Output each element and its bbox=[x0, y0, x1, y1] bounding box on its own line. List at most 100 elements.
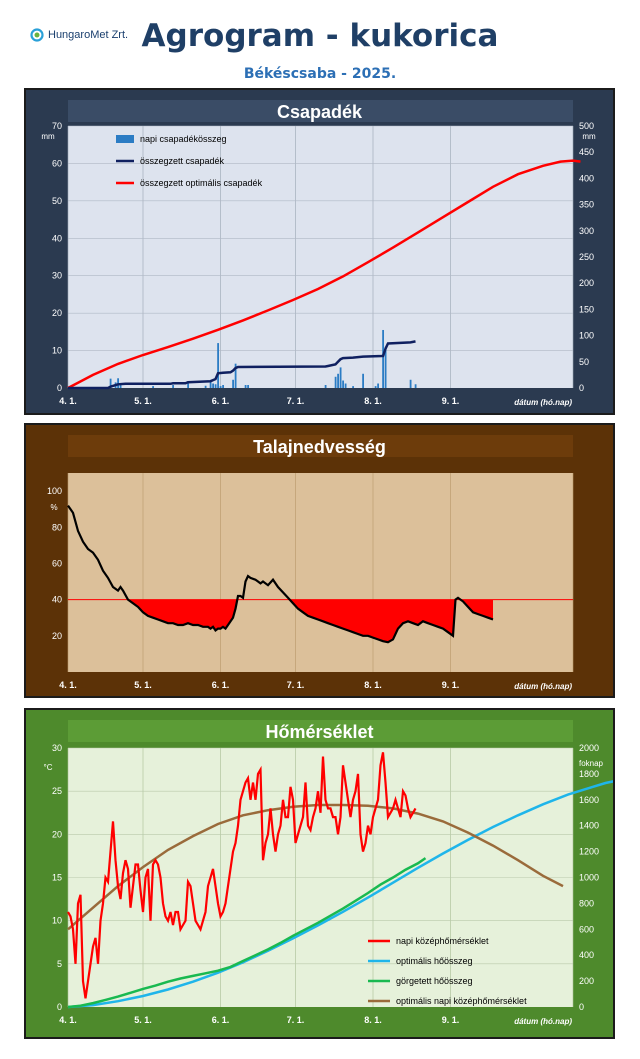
precip-bar bbox=[187, 381, 189, 388]
precip-bar bbox=[324, 385, 327, 388]
x-tick-label: 5. 1. bbox=[134, 680, 152, 690]
precip-bar bbox=[222, 385, 224, 388]
x-tick-label: 4. 1. bbox=[59, 680, 77, 690]
title-bar bbox=[68, 720, 573, 742]
y-tick-label: 10 bbox=[52, 916, 62, 926]
cumulative-precip-line bbox=[68, 340, 416, 390]
y-tick-label: 30 bbox=[52, 271, 62, 281]
y-tick-label: 20 bbox=[52, 631, 62, 641]
y-tick-label: 70 bbox=[52, 121, 62, 131]
soil-moisture-line bbox=[67, 504, 494, 644]
precip-bar bbox=[204, 385, 207, 388]
legend-swatch-bars bbox=[116, 135, 134, 143]
x-axis-label: dátum (hó.nap) bbox=[514, 398, 572, 407]
legend-label: összegzett csapadék bbox=[140, 156, 225, 166]
y2-tick-label: 200 bbox=[579, 278, 594, 288]
y-tick-label: 100 bbox=[47, 486, 62, 496]
y2-tick-label: 300 bbox=[579, 226, 594, 236]
y2-tick-label: 200 bbox=[579, 976, 594, 986]
precip-bar bbox=[234, 363, 237, 388]
y-tick-label: 80 bbox=[52, 522, 62, 532]
y2-tick-label: 0 bbox=[579, 1002, 584, 1012]
x-tick-label: 9. 1. bbox=[442, 396, 460, 406]
x-tick-label: 4. 1. bbox=[59, 396, 77, 406]
x-tick-label: 8. 1. bbox=[364, 1015, 382, 1025]
precip-bar bbox=[217, 343, 219, 388]
y2-axis-label: foknap bbox=[579, 759, 604, 768]
title-bar bbox=[68, 100, 573, 122]
x-tick-label: 7. 1. bbox=[287, 396, 305, 406]
x-tick-label: 8. 1. bbox=[364, 396, 382, 406]
precip-bar bbox=[339, 367, 342, 388]
y-tick-label: 50 bbox=[52, 196, 62, 206]
hungaromet-logo: HungaroMet Zrt. bbox=[30, 28, 128, 42]
precip-bar bbox=[342, 380, 344, 388]
y-tick-label: 0 bbox=[57, 1002, 62, 1012]
precipitation-chart: Csapadék 4. 1. 5. 1. 6. 1. 7. 1. 8. 1. 9. 1. 0 1… bbox=[26, 90, 613, 413]
optimal-daily-mean-temp-line bbox=[67, 803, 564, 931]
legend-label: optimális napi középhőmérséklet bbox=[396, 996, 527, 1006]
x-tick-label: 6. 1. bbox=[212, 396, 230, 406]
soil-moisture-panel: Talajnedvesség 4. 1. 5. 1. 6. 1. 7. 1. 8. 1. 9… bbox=[24, 423, 615, 698]
y2-tick-label: 500 bbox=[579, 121, 594, 131]
y2-tick-label: 1200 bbox=[579, 847, 599, 857]
daily-mean-temp-line bbox=[67, 752, 417, 999]
precip-bar bbox=[374, 386, 377, 388]
plot-area bbox=[68, 126, 573, 388]
y-tick-label: 5 bbox=[57, 959, 62, 969]
precip-bar bbox=[247, 385, 249, 388]
precipitation-panel: Csapadék 4. 1. 5. 1. 6. 1. 7. 1. 8. 1. 9. 1. 0 1… bbox=[24, 88, 615, 415]
x-tick-label: 8. 1. bbox=[364, 680, 382, 690]
y-tick-label: 40 bbox=[52, 233, 62, 243]
precip-bar bbox=[334, 376, 337, 388]
y2-tick-label: 2000 bbox=[579, 743, 599, 753]
y2-tick-label: 150 bbox=[579, 304, 594, 314]
precip-bar bbox=[414, 384, 417, 388]
precip-bar bbox=[212, 383, 214, 388]
precip-bar bbox=[344, 383, 347, 388]
y2-tick-label: 400 bbox=[579, 173, 594, 183]
precip-bar bbox=[362, 373, 364, 388]
x-tick-label: 5. 1. bbox=[134, 396, 152, 406]
x-tick-label: 9. 1. bbox=[442, 680, 460, 690]
precip-bar bbox=[152, 386, 154, 388]
legend-label: napi középhőmérséklet bbox=[396, 936, 489, 946]
y2-tick-label: 0 bbox=[579, 383, 584, 393]
x-tick-label: 4. 1. bbox=[59, 1015, 77, 1025]
precip-bar bbox=[337, 373, 339, 388]
x-tick-label: 7. 1. bbox=[287, 680, 305, 690]
logo-icon bbox=[30, 28, 44, 42]
y-tick-label: 15 bbox=[52, 873, 62, 883]
x-axis-label: dátum (hó.nap) bbox=[514, 682, 572, 691]
legend-label: összegzett optimális csapadék bbox=[140, 178, 263, 188]
y2-tick-label: 250 bbox=[579, 252, 594, 262]
chart-title: Talajnedvesség bbox=[253, 437, 386, 457]
chart-title: Csapadék bbox=[277, 102, 363, 122]
precip-bar bbox=[119, 385, 122, 388]
soil-moisture-chart: Talajnedvesség 4. 1. 5. 1. 6. 1. 7. 1. 8. 1. 9… bbox=[26, 425, 613, 696]
legend-label: optimális hőösszeg bbox=[396, 956, 473, 966]
y2-axis-label: mm bbox=[582, 132, 596, 141]
x-axis-label: dátum (hó.nap) bbox=[514, 1017, 572, 1026]
precip-bar bbox=[214, 384, 217, 388]
precip-bar bbox=[172, 385, 174, 388]
y2-tick-label: 1400 bbox=[579, 821, 599, 831]
y2-tick-label: 400 bbox=[579, 950, 594, 960]
optimal-heat-sum-line bbox=[67, 780, 613, 1009]
y2-tick-label: 1000 bbox=[579, 873, 599, 883]
y-tick-label: 25 bbox=[52, 786, 62, 796]
y2-tick-label: 350 bbox=[579, 200, 594, 210]
legend-label: napi csapadékösszeg bbox=[140, 134, 227, 144]
y-tick-label: 60 bbox=[52, 558, 62, 568]
precip-bar bbox=[377, 383, 379, 388]
precip-bar bbox=[352, 386, 354, 388]
y-axis-label: mm bbox=[41, 132, 55, 141]
page-subtitle: Békéscsaba - 2025. bbox=[243, 66, 397, 82]
precip-bar bbox=[209, 380, 212, 388]
x-tick-label: 6. 1. bbox=[212, 680, 230, 690]
temperature-panel: Hőmérséklet 4. 1. 5. 1. 6. 1. 7. 1. 8. 1. 9. 1… bbox=[24, 708, 615, 1039]
y-tick-label: 30 bbox=[52, 743, 62, 753]
precip-bar bbox=[219, 386, 222, 388]
temperature-chart: Hőmérséklet 4. 1. 5. 1. 6. 1. 7. 1. 8. 1. 9. 1… bbox=[26, 710, 613, 1037]
y-tick-label: 60 bbox=[52, 158, 62, 168]
